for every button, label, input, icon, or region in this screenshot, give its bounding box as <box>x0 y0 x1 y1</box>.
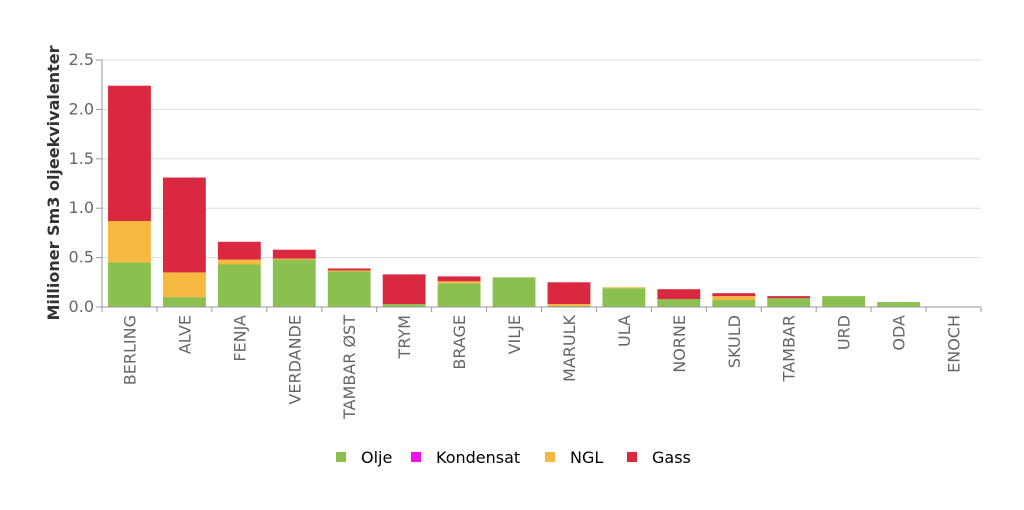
x-tick-label: ULA <box>615 315 634 347</box>
bar-ngl-tambar-øst[interactable] <box>327 270 371 272</box>
bar-olje-trym[interactable] <box>382 304 426 307</box>
bar-gass-norne[interactable] <box>657 289 701 300</box>
bar-ngl-brage[interactable] <box>437 281 481 284</box>
x-tick-label: MARULK <box>560 314 579 381</box>
x-tick-label: ALVE <box>175 315 194 354</box>
legend-swatch-gass <box>627 452 637 462</box>
x-tick-label: TAMBAR ØST <box>340 315 359 420</box>
x-tick-label: TAMBAR <box>780 315 799 382</box>
legend-label-ngl[interactable]: NGL <box>570 448 603 467</box>
legend-label-kondensat[interactable]: Kondensat <box>436 448 520 467</box>
bar-olje-fenja[interactable] <box>217 264 261 307</box>
bar-gass-trym[interactable] <box>382 274 426 305</box>
bar-gass-marulk[interactable] <box>547 282 591 305</box>
x-tick-label: NORNE <box>670 315 689 373</box>
legend-swatch-olje <box>336 452 346 462</box>
y-tick-label: 1.0 <box>69 198 94 217</box>
bar-olje-oda[interactable] <box>877 302 921 307</box>
bar-gass-tambar[interactable] <box>767 296 811 299</box>
bar-ngl-fenja[interactable] <box>217 259 261 265</box>
y-tick-label: 0.0 <box>69 297 94 316</box>
bar-gass-verdande[interactable] <box>272 249 316 259</box>
bar-olje-verdande[interactable] <box>272 259 316 307</box>
y-tick-label: 2.0 <box>69 99 94 118</box>
x-tick-label: ODA <box>890 315 909 351</box>
y-tick-label: 0.5 <box>69 248 94 267</box>
grid-lines <box>102 59 981 259</box>
bar-olje-skuld[interactable] <box>712 300 756 307</box>
x-tick-label: VILJE <box>505 315 524 354</box>
x-tick-label: BERLING <box>120 315 139 385</box>
bar-olje-tambar[interactable] <box>767 298 811 307</box>
x-tick-label: TRYM <box>395 315 414 359</box>
x-tick-label: ENOCH <box>945 315 964 373</box>
bar-gass-alve[interactable] <box>162 177 206 273</box>
y-axis-label: Millioner Sm3 oljeekvivalenter <box>44 45 63 320</box>
y-tick-label: 2.5 <box>69 50 94 69</box>
legend-label-gass[interactable]: Gass <box>652 448 691 467</box>
bar-gass-tambar-øst[interactable] <box>327 268 371 271</box>
bar-gass-skuld[interactable] <box>712 293 756 297</box>
x-tick-label: FENJA <box>230 315 249 362</box>
bar-ngl-berling[interactable] <box>108 221 151 263</box>
bar-olje-norne[interactable] <box>657 299 701 307</box>
x-tick-label: SKULD <box>725 315 744 368</box>
legend-swatch-ngl <box>545 452 555 462</box>
axes: 0.0 0.5 1.0 1.5 2.0 2.5 BERLING ALVE FENJA VERDAN… <box>69 50 982 420</box>
x-tick-label: URD <box>835 315 854 350</box>
bar-ngl-skuld[interactable] <box>712 296 756 301</box>
bar-gass-berling[interactable] <box>108 85 151 222</box>
bar-gass-fenja[interactable] <box>217 241 261 260</box>
legend-swatch-kondensat <box>411 452 421 462</box>
bar-olje-vilje[interactable] <box>492 277 536 307</box>
legend[interactable]: Olje Kondensat NGL Gass <box>336 448 691 467</box>
bar-ngl-alve[interactable] <box>162 272 206 298</box>
bar-ngl-marulk[interactable] <box>547 304 591 307</box>
bar-gass-brage[interactable] <box>437 276 481 282</box>
bar-olje-urd[interactable] <box>822 296 866 307</box>
bars <box>108 85 921 307</box>
bar-olje-ula[interactable] <box>602 288 646 307</box>
bar-ngl-verdande[interactable] <box>272 258 316 260</box>
bar-olje-brage[interactable] <box>437 283 481 307</box>
bar-olje-alve[interactable] <box>162 297 206 307</box>
x-tick-label: BRAGE <box>450 315 469 370</box>
bar-olje-tambar-øst[interactable] <box>327 271 371 307</box>
legend-label-olje[interactable]: Olje <box>361 448 392 467</box>
y-tick-label: 1.5 <box>69 149 94 168</box>
bar-olje-berling[interactable] <box>108 262 151 307</box>
bar-ngl-ula[interactable] <box>602 287 646 289</box>
x-tick-label: VERDANDE <box>285 315 304 405</box>
